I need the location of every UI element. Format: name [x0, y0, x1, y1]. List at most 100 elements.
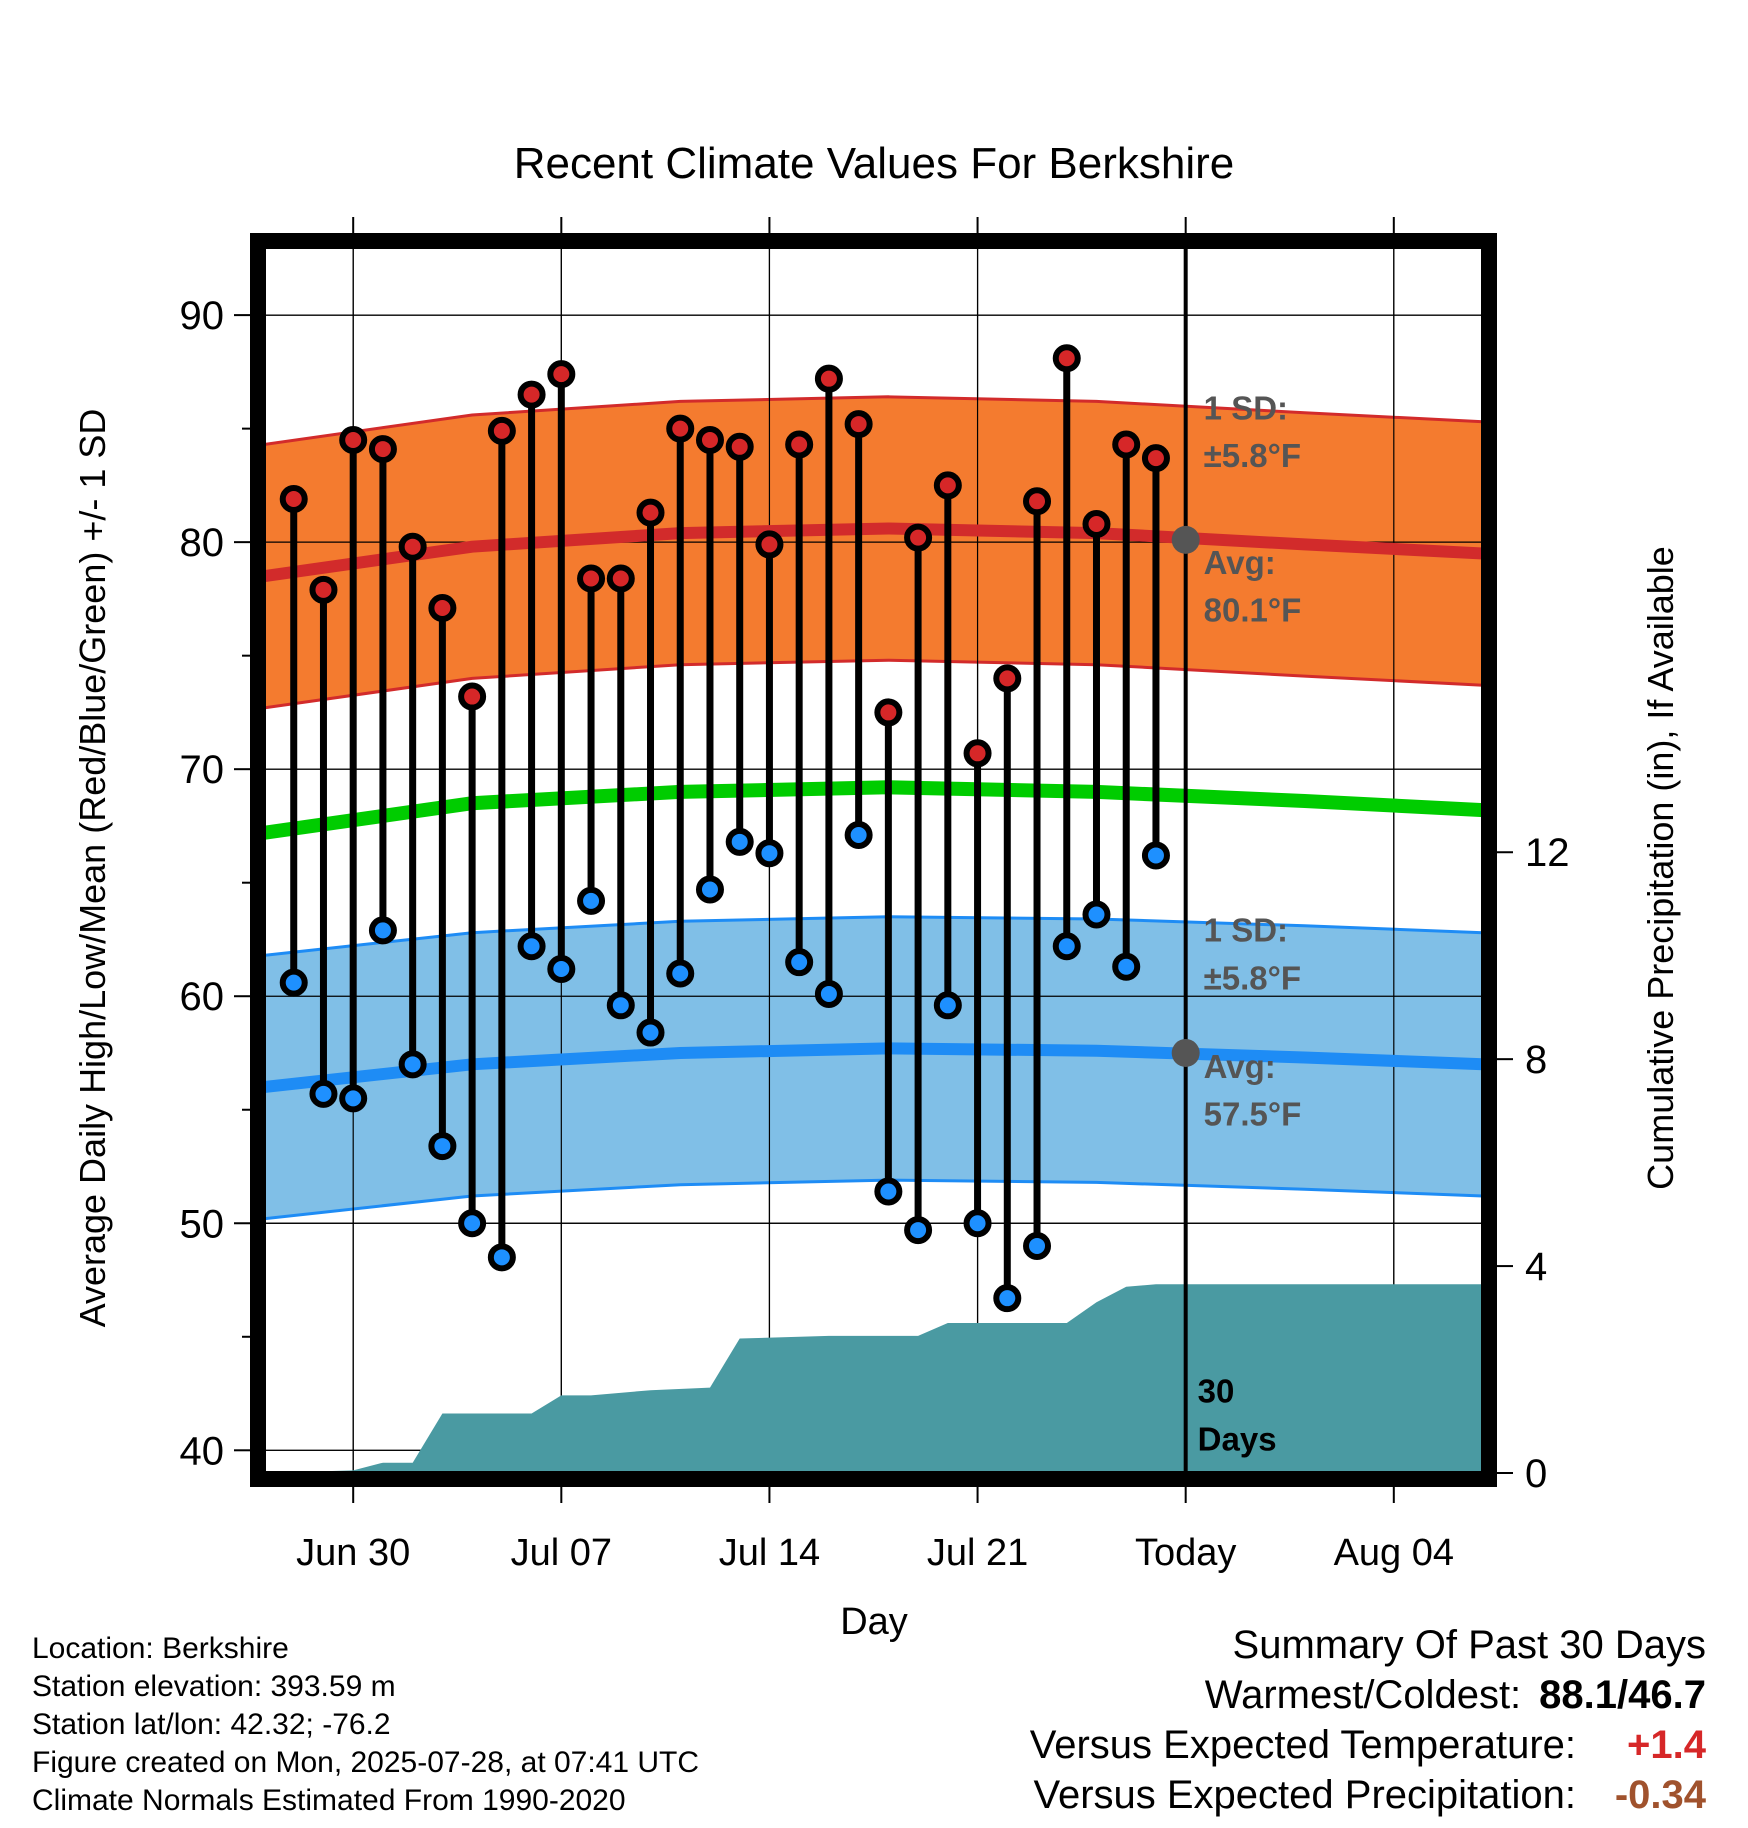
daily-high-point — [547, 360, 576, 389]
low-avg-value: 57.5°F — [1204, 1096, 1302, 1133]
summary-precip-row: Versus Expected Precipitation: -0.34 — [1030, 1770, 1706, 1820]
daily-high-point — [309, 575, 338, 604]
normals-text: Climate Normals Estimated From 1990-2020 — [32, 1784, 626, 1817]
daily-high-point — [487, 416, 516, 445]
elevation-text: Station elevation: 393.59 m — [32, 1670, 396, 1703]
daily-high-point — [695, 425, 724, 454]
daily-high-point — [1023, 487, 1052, 516]
daily-low-point — [1112, 952, 1141, 981]
high-average-line — [264, 522, 1483, 583]
high-sd-edge-upper — [264, 395, 1483, 446]
daily-high-point — [963, 739, 992, 768]
location-text: Location: Berkshire — [32, 1632, 289, 1665]
daily-high-point — [428, 593, 457, 622]
daily-low-point — [1082, 900, 1111, 929]
low-sd-band — [264, 916, 1483, 1219]
daily-high-point — [1082, 509, 1111, 538]
warmest-value: 88.1/46.7 — [1539, 1673, 1706, 1717]
chart-title: Recent Climate Values For Berkshire — [514, 139, 1235, 188]
y2-tick-label: 8 — [1525, 1038, 1547, 1082]
daily-low-point — [458, 1209, 487, 1238]
daily-high-point — [844, 410, 873, 439]
daily-high-point — [1052, 344, 1081, 373]
plot-frame — [250, 233, 1497, 1487]
x-tick-label: Jul 21 — [927, 1532, 1028, 1574]
daily-high-point — [993, 664, 1022, 693]
daily-high-point — [398, 532, 427, 561]
today-days-number: 30 — [1198, 1373, 1235, 1410]
precip-value: -0.34 — [1614, 1773, 1706, 1817]
daily-low-point — [725, 827, 754, 856]
daily-high-point — [636, 498, 665, 527]
daily-low-point — [547, 954, 576, 983]
daily-high-point — [755, 530, 784, 559]
daily-low-point — [1141, 841, 1170, 870]
precip-label: Versus Expected Precipitation: — [1033, 1773, 1576, 1817]
temp-label: Versus Expected Temperature: — [1029, 1723, 1576, 1767]
daily-low-point — [755, 839, 784, 868]
created-text: Figure created on Mon, 2025-07-28, at 07… — [32, 1746, 700, 1779]
daily-low-point — [904, 1216, 933, 1245]
y2-tick-label: 0 — [1525, 1452, 1547, 1496]
daily-high-point — [1141, 444, 1170, 473]
high-avg-value: 80.1°F — [1204, 592, 1302, 629]
daily-low-point — [933, 991, 962, 1020]
y-axis-label: Average Daily High/Low/Mean (Red/Blue/Gr… — [72, 409, 113, 1328]
high-sd-label: 1 SD: — [1204, 390, 1288, 427]
low-sd-value: ±5.8°F — [1204, 959, 1301, 996]
daily-high-point — [606, 564, 635, 593]
temp-value: +1.4 — [1627, 1723, 1706, 1767]
summary-temp-row: Versus Expected Temperature: +1.4 — [1030, 1720, 1706, 1770]
daily-high-point — [666, 414, 695, 443]
x-tick-label: Today — [1135, 1532, 1236, 1574]
x-tick-label: Jul 07 — [511, 1532, 612, 1574]
daily-low-point — [309, 1079, 338, 1108]
daily-low-point — [785, 948, 814, 977]
y-tick-label: 80 — [180, 521, 225, 565]
plot-inner: 1 SD: ±5.8°F Avg: 80.1°F 1 SD: ±5.8°F Avg: 57.5… — [264, 247, 1483, 1473]
x-tick-label: Jun 30 — [296, 1532, 410, 1574]
daily-low-point — [577, 886, 606, 915]
daily-low-point — [695, 875, 724, 904]
daily-low-point — [279, 968, 308, 997]
daily-low-point — [428, 1132, 457, 1161]
x-axis-label: Day — [840, 1601, 908, 1643]
y2-tick-label: 4 — [1525, 1245, 1547, 1289]
daily-high-point — [933, 471, 962, 500]
warmest-label: Warmest/Coldest: — [1204, 1673, 1522, 1717]
x-tick-label: Jul 14 — [719, 1532, 820, 1574]
y2-tick-label: 12 — [1525, 831, 1570, 875]
high-avg-label: Avg: — [1204, 544, 1276, 581]
daily-low-point — [487, 1243, 516, 1272]
today-days-label: Days — [1198, 1420, 1277, 1457]
daily-low-point — [666, 959, 695, 988]
station-info: Location: Berkshire Station elevation: 3… — [32, 1630, 699, 1820]
low-sd-label: 1 SD: — [1204, 912, 1288, 949]
daily-high-point — [458, 682, 487, 711]
high-sd-edge-lower — [264, 658, 1483, 710]
daily-high-point — [577, 564, 606, 593]
low-average-marker — [1171, 1038, 1200, 1067]
latlon-text: Station lat/lon: 42.32; -76.2 — [32, 1708, 391, 1741]
mean-line — [264, 780, 1483, 840]
daily-low-point — [814, 979, 843, 1008]
plot-area: 1 SD: ±5.8°F Avg: 80.1°F 1 SD: ±5.8°F Avg: 57.5… — [180, 217, 1570, 1574]
y-tick-label: 70 — [180, 748, 225, 792]
daily-high-point — [725, 432, 754, 461]
high-sd-value: ±5.8°F — [1204, 437, 1301, 474]
daily-low-point — [993, 1284, 1022, 1313]
x-tick-label: Aug 04 — [1334, 1532, 1454, 1574]
y2-axis-label: Cumulative Precipitation (in), If Availa… — [1640, 546, 1681, 1190]
high-average-marker — [1171, 525, 1200, 554]
daily-high-point — [339, 425, 368, 454]
summary-warmest-row: Warmest/Coldest: 88.1/46.7 — [1030, 1670, 1706, 1720]
daily-low-point — [844, 821, 873, 850]
daily-low-point — [963, 1209, 992, 1238]
daily-low-point — [1023, 1231, 1052, 1260]
daily-high-point — [517, 380, 546, 409]
precipitation-area — [264, 1284, 1483, 1473]
y-tick-label: 60 — [180, 975, 225, 1019]
daily-high-point — [368, 435, 397, 464]
y-tick-label: 40 — [180, 1429, 225, 1473]
